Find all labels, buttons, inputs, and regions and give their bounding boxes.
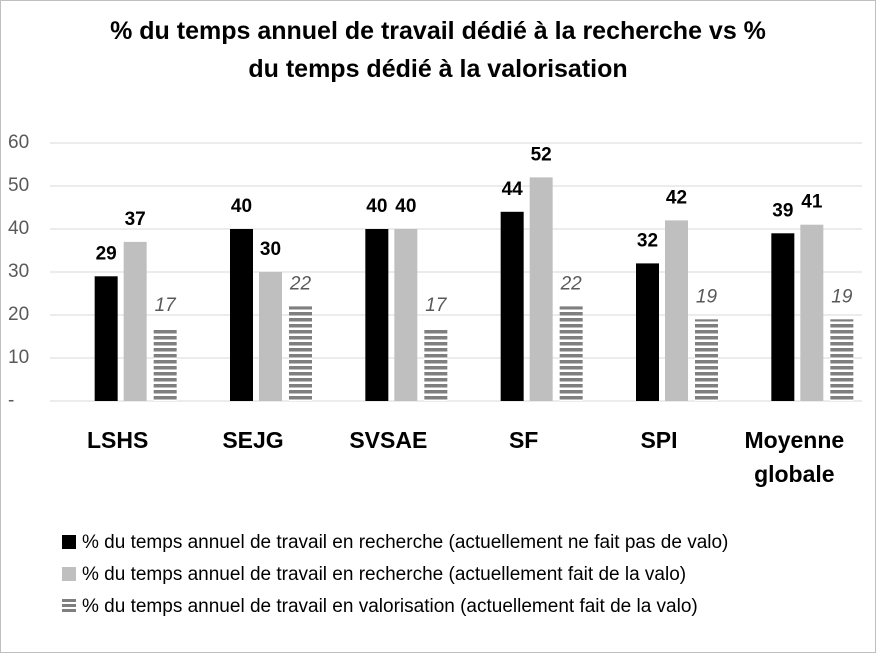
data-label: 52: [531, 144, 552, 165]
bar: [500, 211, 524, 401]
legend-swatch: [62, 567, 76, 581]
y-tick-label: -: [8, 390, 14, 411]
legend-swatch: [62, 535, 76, 549]
data-label: 17: [155, 295, 178, 316]
legend-item: % du temps annuel de travail en recherch…: [62, 532, 728, 554]
legend-swatch: [62, 599, 76, 613]
data-label: 29: [96, 243, 117, 264]
bar: [665, 220, 688, 401]
legend-item: % du temps annuel de travail en valorisa…: [62, 596, 698, 618]
legend-label: % du temps annuel de travail en recherch…: [82, 564, 687, 585]
bar: [365, 229, 389, 401]
bar: [529, 177, 553, 401]
data-label: 17: [425, 295, 448, 316]
data-label: 44: [502, 179, 524, 200]
data-label: 30: [260, 239, 281, 260]
x-tick-label: SVSAE: [349, 427, 428, 453]
data-label: 39: [772, 200, 793, 221]
chart-title: % du temps annuel de travail dédié à la …: [110, 17, 766, 83]
bar: [830, 319, 854, 401]
data-label: 19: [696, 286, 718, 307]
data-label: 40: [366, 196, 387, 217]
y-tick-label: 20: [8, 304, 29, 325]
data-label: 32: [637, 230, 658, 251]
data-label: 19: [831, 286, 853, 307]
x-tick-label: Moyenne globale: [744, 427, 845, 487]
legend-label: % du temps annuel de travail en recherch…: [82, 532, 729, 553]
data-label: 37: [125, 209, 146, 230]
x-tick-label: SF: [508, 427, 539, 453]
legend-item: % du temps annuel de travail en recherch…: [62, 564, 686, 586]
bar: [259, 272, 282, 401]
x-tick-label: LSHS: [86, 427, 149, 453]
bar: [123, 241, 147, 401]
y-tick-label: 50: [8, 175, 29, 196]
bar: [94, 276, 118, 401]
x-tick-label: SPI: [640, 427, 678, 453]
data-label: 42: [666, 187, 687, 208]
bar: [695, 319, 718, 401]
bar: [289, 306, 312, 401]
data-label: 40: [395, 196, 416, 217]
bar: [424, 327, 448, 401]
bar: [771, 233, 795, 401]
data-label: 41: [801, 192, 823, 213]
bar: [800, 224, 824, 401]
bar: [230, 229, 253, 401]
y-tick-label: 60: [8, 132, 29, 153]
x-tick-label: SEJG: [222, 427, 284, 453]
bar: [559, 306, 583, 401]
y-tick-label: 10: [8, 347, 29, 368]
y-tick-label: 40: [8, 218, 29, 239]
bar: [636, 263, 659, 401]
legend-label: % du temps annuel de travail en valorisa…: [82, 596, 698, 617]
data-label: 22: [560, 273, 583, 294]
data-label: 22: [289, 273, 312, 294]
bar: [153, 327, 177, 401]
data-label: 40: [231, 196, 252, 217]
y-tick-label: 30: [8, 261, 29, 282]
bar: [394, 229, 418, 401]
